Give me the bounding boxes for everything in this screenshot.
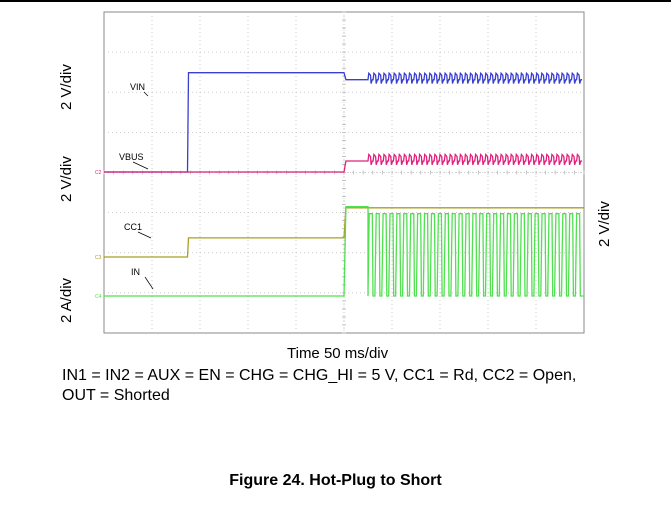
trace-label-in: IN xyxy=(131,267,140,277)
channel-marker-cc1: C3 xyxy=(95,255,102,261)
trace-vin xyxy=(104,71,583,173)
trace-leader-line xyxy=(137,231,152,239)
x-axis-label: Time 50 ms/div xyxy=(287,345,389,362)
test-conditions: IN1 = IN2 = AUX = EN = CHG = CHG_HI = 5 … xyxy=(62,367,577,404)
trace-leader-line xyxy=(132,161,149,170)
top-rule xyxy=(0,0,671,2)
trace-cc1 xyxy=(104,207,584,258)
trace-in xyxy=(104,206,584,297)
trace-label-vin: VIN xyxy=(130,82,145,92)
trace-vbus xyxy=(104,152,583,173)
trace-leader-line xyxy=(144,276,154,290)
channel-marker-vbus: C2 xyxy=(95,170,102,176)
trace-leader-line xyxy=(143,91,149,97)
trace-label-cc1: CC1 xyxy=(124,222,142,232)
figure-caption: Figure 24. Hot-Plug to Short xyxy=(229,472,442,489)
trace-label-vbus: VBUS xyxy=(119,152,144,162)
channel-marker-in: C4 xyxy=(95,294,102,300)
